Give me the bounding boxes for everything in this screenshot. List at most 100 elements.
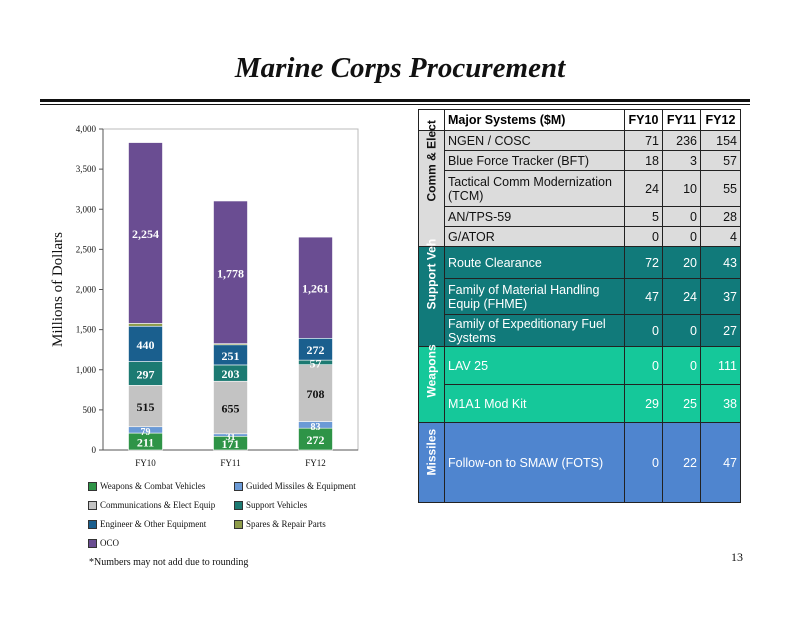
bar-segment [128,325,163,362]
data-label: 515 [137,400,155,414]
table-cell-fy12: 4 [700,226,741,247]
y-tick-label: 4,000 [76,124,97,134]
table-cell-fy11: 24 [662,278,701,315]
legend-item: Engineer & Other Equipment [88,519,206,530]
legend-swatch [88,539,97,549]
table-cell-system: Family of Material Handling Equip (FHME) [444,278,625,315]
table-cell-fy11: 20 [662,246,701,279]
data-label: 272 [307,343,325,357]
x-tick-label: FY11 [220,458,240,468]
title-rule-thin [40,104,750,105]
data-label: 203 [222,367,240,381]
table-row: M1A1 Mod Kit 29 25 38 [419,384,741,423]
y-tick-label: 1,500 [76,325,97,335]
legend-label: Communications & Elect Equip [100,500,216,510]
rounding-footnote: *Numbers may not add due to rounding [89,557,249,568]
table-row: Family of Material Handling Equip (FHME)… [419,278,741,315]
table-cell-fy10: 47 [624,278,663,315]
table-cell-fy11: 0 [662,346,701,385]
page-title: Marine Corps Procurement [234,52,566,84]
table-cell-fy11: 0 [662,314,701,347]
table-cell-fy11: 10 [662,170,701,207]
legend-swatch [88,501,97,511]
table-cell-system: LAV 25 [444,346,625,385]
major-systems-table: Major Systems ($M) FY10 FY11 FY12 Comm &… [418,109,741,503]
table-cell-fy10: 29 [624,384,663,423]
table-cell-fy11: 3 [662,150,701,171]
table-cell-system: Route Clearance [444,246,625,279]
table-row: Blue Force Tracker (BFT) 18 3 57 [419,150,741,171]
legend-item: Weapons & Combat Vehicles [88,481,206,492]
bar-segment [128,323,163,327]
table-cell-system: Follow-on to SMAW (FOTS) [444,422,625,503]
data-label: 1,261 [302,282,329,296]
table-cell-system: Family of Expeditionary Fuel Systems [444,314,625,347]
title-rule-thick [40,99,750,102]
legend-item: Guided Missiles & Equipment [234,481,356,492]
data-label: 79 [141,427,151,438]
table-cell-system: M1A1 Mod Kit [444,384,625,423]
table-cell-system: G/ATOR [444,226,625,247]
table-cell-fy10: 5 [624,206,663,227]
y-tick-label: 3,000 [76,204,97,214]
legend-swatch [234,482,243,492]
table-row: Family of Expeditionary Fuel Systems 0 0 27 [419,314,741,347]
y-tick-label: 2,000 [76,285,97,295]
table-cell-fy12: 154 [700,130,741,151]
bar-segment [298,236,333,339]
table-cell-fy12: 37 [700,278,741,315]
table-cell-fy12: 111 [700,346,741,385]
legend-swatch [234,501,243,511]
data-label: 31 [226,432,236,443]
table-group-label: Missiles [418,422,445,503]
table-cell-fy12: 43 [700,246,741,279]
table-cell-system: Blue Force Tracker (BFT) [444,150,625,171]
table-cell-fy12: 55 [700,170,741,207]
data-label: 440 [137,338,155,352]
data-label: 297 [137,367,155,381]
data-label: 171 [222,437,240,451]
data-label: 1,778 [217,266,244,280]
legend-label: OCO [100,538,120,548]
data-label: 2,254 [132,227,159,241]
data-label: 83 [311,422,321,433]
legend-label: Support Vehicles [246,500,308,510]
legend-item: OCO [88,538,120,549]
legend-swatch [88,520,97,530]
table-cell-fy12: 27 [700,314,741,347]
y-tick-label: 1,000 [76,365,97,375]
table-cell-fy10: 71 [624,130,663,151]
legend-item: Support Vehicles [234,500,308,511]
table-cell-fy11: 25 [662,384,701,423]
table-row: Comm & Elect NGEN / COSC 71 236 154 [418,120,741,247]
legend-label: Weapons & Combat Vehicles [100,481,206,491]
legend-label: Guided Missiles & Equipment [246,481,356,491]
table-cell-fy12: 47 [700,422,741,503]
y-tick-label: 500 [83,405,97,415]
table-header-row: Major Systems ($M) FY10 FY11 FY12 [418,109,741,131]
table-cell-fy10: 0 [624,314,663,347]
table-header-fy10: FY10 [624,109,663,131]
table-cell-fy11: 22 [662,422,701,503]
table-header-fy11: FY11 [662,109,701,131]
table-cell-fy10: 0 [624,346,663,385]
legend-swatch [88,482,97,492]
bar-segment [128,142,163,324]
table-group-text: Missiles [424,428,439,475]
legend-item: Communications & Elect Equip [88,500,216,511]
bar-segment [128,385,163,428]
data-label: 708 [307,387,325,401]
table-cell-fy10: 24 [624,170,663,207]
table-cell-fy10: 18 [624,150,663,171]
table-group-label: Weapons [418,344,445,423]
table-row: Weapons LAV 25 0 0 111 [418,344,741,423]
table-cell-fy10: 0 [624,422,663,503]
table-cell-fy12: 28 [700,206,741,227]
table-group-label: Comm & Elect [418,120,445,247]
table-row: Tactical Comm Modernization (TCM) 24 10 55 [419,170,741,207]
table-cell-fy10: 72 [624,246,663,279]
table-row: Support Veh Route Clearance 72 20 43 [418,238,741,347]
page-number: 13 [731,550,743,564]
table-cell-system: NGEN / COSC [444,130,625,151]
